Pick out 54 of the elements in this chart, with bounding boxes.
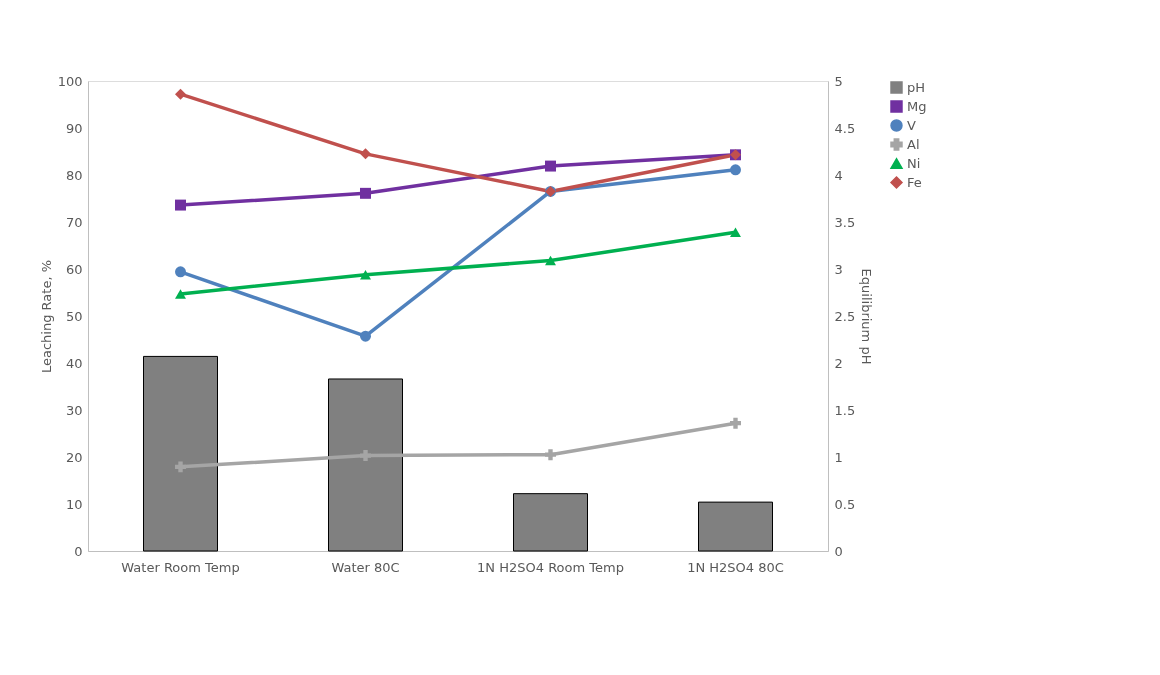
y2-tick-label: 4 <box>834 167 843 183</box>
point <box>545 160 556 172</box>
y-tick-label: 20 <box>65 449 83 465</box>
bar <box>143 355 218 552</box>
y2-tick-label: 2.5 <box>834 308 856 324</box>
y2-tick-label: 4.5 <box>834 120 856 136</box>
y-tick-label: 10 <box>65 496 83 512</box>
y2-tick-label: 0.5 <box>834 496 856 512</box>
point <box>360 450 371 462</box>
point <box>360 269 371 280</box>
point <box>730 227 741 238</box>
point <box>360 330 371 342</box>
y2-tick-label: 1.5 <box>834 402 856 418</box>
y2-tick-label: 3.5 <box>834 214 856 230</box>
legend-label: Ni <box>907 155 921 171</box>
legend-label: Al <box>907 136 920 152</box>
bar <box>328 378 403 552</box>
point <box>360 187 371 199</box>
x-tick-label: Water 80C <box>331 559 400 575</box>
bar <box>698 501 773 552</box>
y-tick-label: 50 <box>65 308 83 324</box>
legend-label: Mg <box>907 98 927 114</box>
y2-tick-label: 0 <box>834 543 843 559</box>
point <box>730 164 741 176</box>
bar <box>513 493 588 552</box>
y-tick-label: 90 <box>65 120 83 136</box>
x-tick-label: Water Room Temp <box>121 559 240 575</box>
y2-tick-label: 1 <box>834 449 843 465</box>
y-tick-label: 80 <box>65 167 83 183</box>
y-tick-label: 0 <box>74 543 83 559</box>
point <box>360 148 371 160</box>
legend-label: Fe <box>907 174 922 190</box>
y2-tick-label: 3 <box>834 261 843 277</box>
y-tick-label: 30 <box>65 402 83 418</box>
point <box>730 417 741 429</box>
y-axis-title: Leaching Rate, % <box>38 259 54 374</box>
point <box>545 449 556 461</box>
legend-label: V <box>907 117 916 133</box>
legend-label: pH <box>907 79 926 95</box>
y-tick-label: 70 <box>65 214 83 230</box>
x-tick-label: 1N H2SO4 Room Temp <box>477 559 624 575</box>
y-tick-label: 60 <box>65 261 83 277</box>
point <box>175 88 186 100</box>
y-tick-label: 40 <box>65 355 83 371</box>
y2-axis-title: Equilibrium pH <box>859 268 875 365</box>
y2-tick-label: 5 <box>834 73 843 89</box>
point <box>175 461 186 473</box>
y2-tick-label: 2 <box>834 355 843 371</box>
point <box>175 199 186 211</box>
point <box>175 266 186 278</box>
y-tick-label: 100 <box>57 73 83 89</box>
point <box>545 255 556 266</box>
point <box>175 289 186 299</box>
x-tick-label: 1N H2SO4 80C <box>687 559 784 575</box>
